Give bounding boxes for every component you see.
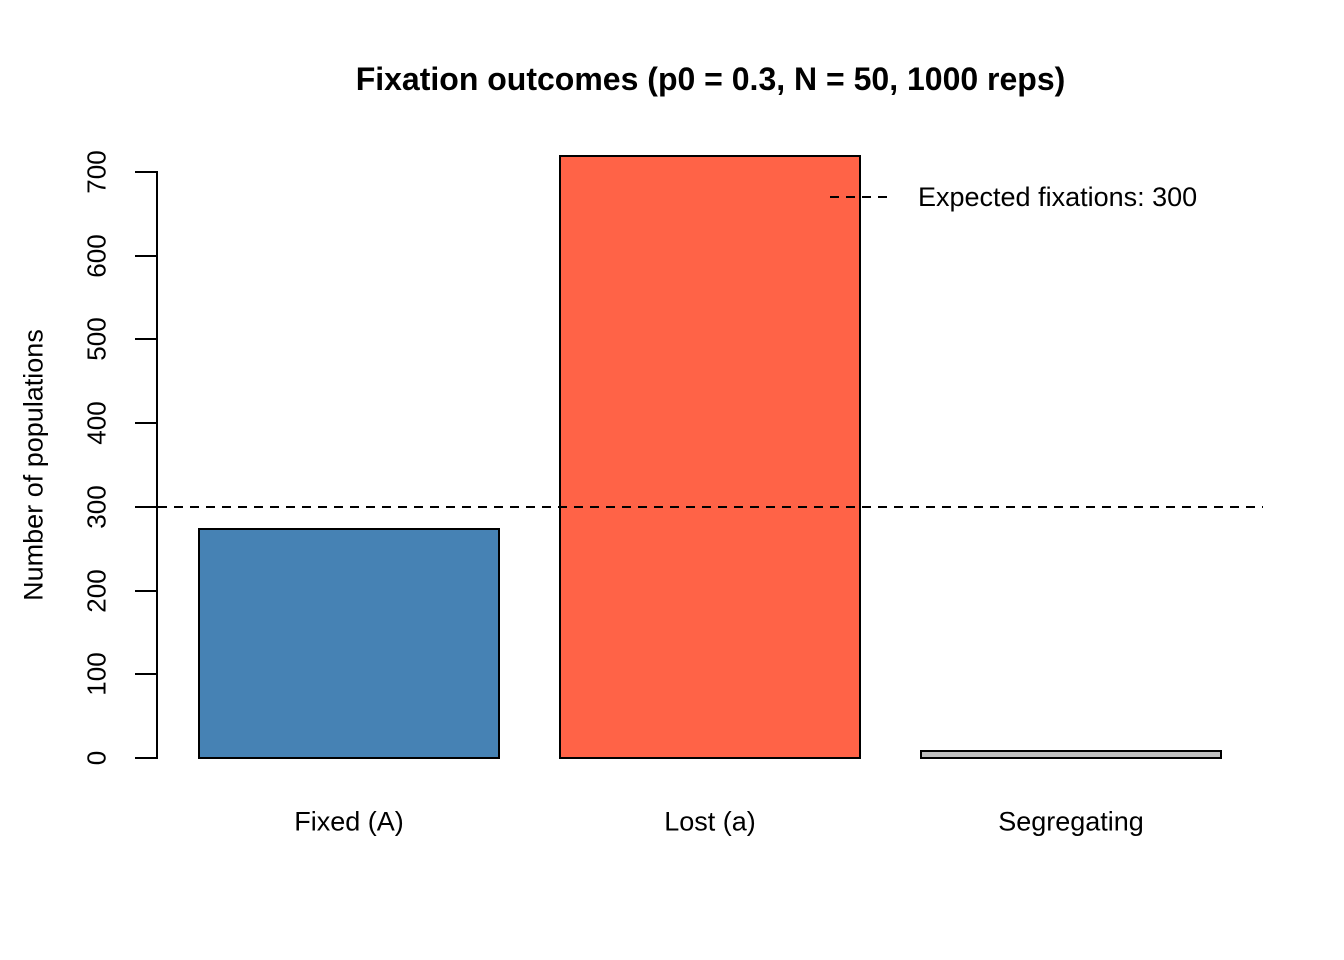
legend-label: Expected fixations: 300 [918, 181, 1198, 212]
y-tick-mark [135, 422, 156, 425]
y-tick-mark [135, 505, 156, 508]
y-tick-mark [135, 673, 156, 676]
bar [559, 155, 861, 759]
y-tick-label: 700 [81, 150, 112, 194]
expected-fixations-line [158, 505, 1263, 508]
y-tick-label: 100 [81, 652, 112, 696]
bar [198, 528, 500, 759]
y-tick-label: 200 [81, 568, 112, 613]
chart-title: Fixation outcomes (p0 = 0.3, N = 50, 100… [355, 61, 1066, 97]
legend: Expected fixations: 300 [830, 181, 1198, 212]
y-tick-label: 600 [81, 234, 112, 278]
dashed-line-icon [830, 196, 888, 198]
y-tick-label: 400 [81, 401, 112, 445]
y-axis-label: Number of populations [18, 329, 49, 601]
y-tick-mark [135, 757, 156, 759]
y-tick-mark [135, 338, 156, 341]
y-tick-label: 300 [81, 485, 112, 529]
y-tick-mark [135, 254, 156, 257]
x-category-label: Fixed (A) [294, 806, 404, 837]
y-axis-line [156, 171, 158, 759]
y-tick-label: 500 [81, 317, 112, 362]
bar [920, 750, 1222, 759]
y-tick-label: 0 [81, 750, 112, 766]
x-category-label: Segregating [998, 806, 1144, 837]
x-category-label: Lost (a) [664, 806, 756, 837]
y-tick-mark [135, 171, 156, 173]
y-tick-mark [135, 589, 156, 592]
